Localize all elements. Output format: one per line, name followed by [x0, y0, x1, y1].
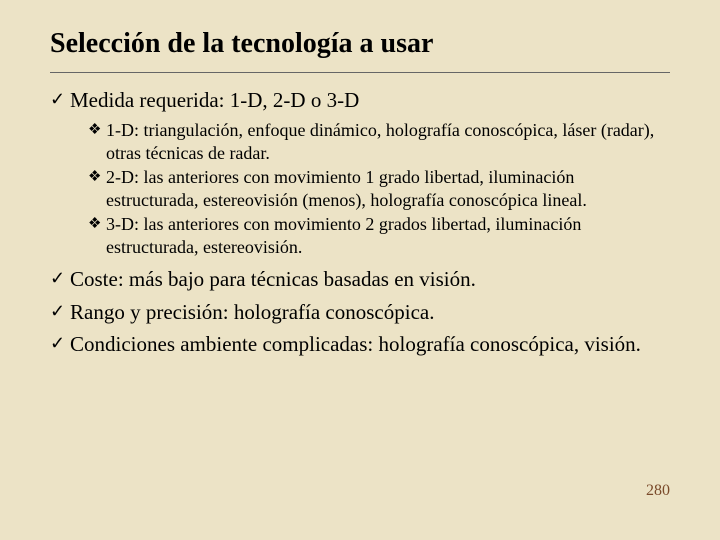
diamond-icon: ❖	[88, 213, 106, 236]
sub-list-item-text: 3-D: las anteriores con movimiento 2 gra…	[106, 213, 670, 258]
check-icon: ✓	[50, 87, 70, 112]
sub-list: ❖ 1-D: triangulación, enfoque dinámico, …	[50, 119, 670, 258]
diamond-icon: ❖	[88, 166, 106, 189]
page-number: 280	[646, 482, 670, 500]
slide: Selección de la tecnología a usar ✓ Medi…	[0, 0, 720, 540]
list-item-text: Coste: más bajo para técnicas basadas en…	[70, 266, 670, 292]
diamond-icon: ❖	[88, 119, 106, 142]
sub-list-item: ❖ 1-D: triangulación, enfoque dinámico, …	[88, 119, 670, 164]
list-item-text: Medida requerida: 1-D, 2-D o 3-D	[70, 87, 670, 113]
list-item: ✓ Condiciones ambiente complicadas: holo…	[50, 331, 670, 357]
check-icon: ✓	[50, 266, 70, 291]
title-rule	[50, 72, 670, 73]
sub-list-item-text: 1-D: triangulación, enfoque dinámico, ho…	[106, 119, 670, 164]
list-item: ✓ Medida requerida: 1-D, 2-D o 3-D	[50, 87, 670, 113]
check-icon: ✓	[50, 331, 70, 356]
sub-list-item: ❖ 3-D: las anteriores con movimiento 2 g…	[88, 213, 670, 258]
check-icon: ✓	[50, 299, 70, 324]
list-item: ✓ Coste: más bajo para técnicas basadas …	[50, 266, 670, 292]
sub-list-item-text: 2-D: las anteriores con movimiento 1 gra…	[106, 166, 670, 211]
list-item-text: Rango y precisión: holografía conoscópic…	[70, 299, 670, 325]
sub-list-item: ❖ 2-D: las anteriores con movimiento 1 g…	[88, 166, 670, 211]
slide-title: Selección de la tecnología a usar	[50, 28, 670, 66]
list-item: ✓ Rango y precisión: holografía conoscóp…	[50, 299, 670, 325]
list-item-text: Condiciones ambiente complicadas: hologr…	[70, 331, 670, 357]
